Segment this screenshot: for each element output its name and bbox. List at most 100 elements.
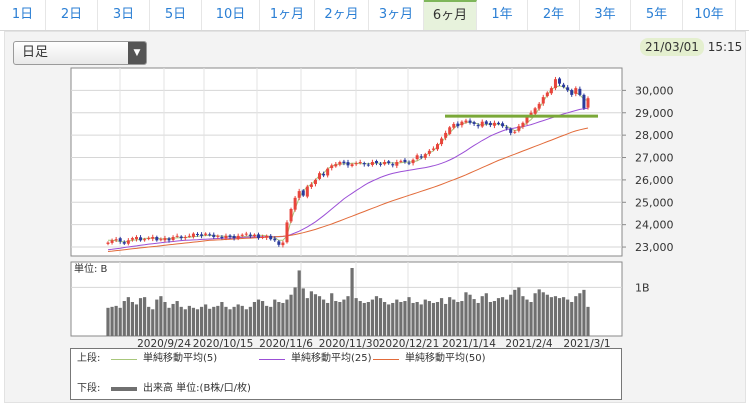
candle-body xyxy=(419,156,423,158)
tab-5[interactable]: 1ヶ月 xyxy=(260,0,315,30)
candle-body xyxy=(171,236,175,240)
candle-body xyxy=(318,173,322,179)
price-plot-area xyxy=(70,67,623,257)
candle-body xyxy=(277,241,281,245)
candle-body xyxy=(582,94,586,109)
volume-bar xyxy=(118,307,122,336)
candle-body xyxy=(440,138,444,145)
volume-bar xyxy=(134,304,139,336)
volume-bar xyxy=(260,301,265,336)
x-tick-label: 2020/11/30 xyxy=(319,338,380,350)
candle-body xyxy=(232,235,236,239)
volume-bar xyxy=(480,296,484,336)
candle-body xyxy=(566,87,570,91)
candle-body xyxy=(130,238,134,240)
candle-body xyxy=(476,124,480,127)
tab-2[interactable]: 3日 xyxy=(98,0,150,30)
candle-body xyxy=(350,164,354,167)
candle-body xyxy=(126,240,130,244)
tab-10[interactable]: 2年 xyxy=(528,0,580,30)
chevron-down-icon: ▼ xyxy=(128,42,146,64)
volume-bar xyxy=(346,296,350,336)
volume-bar xyxy=(313,294,318,336)
volume-bar xyxy=(403,301,407,336)
volume-bar xyxy=(452,299,456,336)
volume-bar xyxy=(553,296,558,336)
volume-unit-label: 単位: B xyxy=(74,262,108,275)
volume-bar xyxy=(525,299,529,336)
volume-bar xyxy=(570,302,574,336)
volume-bar xyxy=(191,307,196,336)
x-tick-label: 2021/2/4 xyxy=(505,338,552,350)
candle-body xyxy=(236,235,240,239)
volume-bar xyxy=(305,298,309,336)
volume-bar xyxy=(138,298,143,336)
volume-bar xyxy=(317,296,322,336)
volume-bar xyxy=(566,299,570,336)
volume-bar xyxy=(472,299,476,336)
volume-bar xyxy=(159,296,163,336)
volume-bar xyxy=(370,299,375,336)
price-tick-label: 30,000 xyxy=(635,84,674,97)
volume-bar xyxy=(411,302,415,336)
tab-4[interactable]: 10日 xyxy=(202,0,260,30)
candle-body xyxy=(244,233,248,235)
candle-body xyxy=(395,162,399,166)
volume-bar xyxy=(175,301,179,336)
volume-bar xyxy=(419,304,423,336)
x-tick-label: 2020/11/6 xyxy=(259,338,313,350)
candle-body xyxy=(505,127,509,129)
tab-13[interactable]: 10年 xyxy=(683,0,736,30)
volume-bar xyxy=(444,303,448,336)
candle-body xyxy=(224,235,228,239)
volume-bar xyxy=(163,302,167,336)
tab-6[interactable]: 2ヶ月 xyxy=(315,0,369,30)
candle-body xyxy=(362,163,366,165)
volume-bar xyxy=(126,297,130,336)
volume-bar xyxy=(374,296,379,336)
legend-item-ma50: 単純移動平均(50) xyxy=(373,352,486,366)
chart-legend: 上段: 単純移動平均(5) 単純移動平均(25) 単純移動平均(50) 下段: … xyxy=(70,348,622,400)
candle-body xyxy=(501,123,505,127)
volume-bar xyxy=(399,302,403,336)
tab-9[interactable]: 1年 xyxy=(477,0,528,30)
tab-0[interactable]: 1日 xyxy=(0,0,46,30)
candle-body xyxy=(553,79,557,89)
candle-body xyxy=(399,160,403,162)
candle-body xyxy=(468,120,472,123)
tab-3[interactable]: 5日 xyxy=(150,0,202,30)
candle-body xyxy=(269,235,273,240)
interval-select[interactable]: 日足 ▼ xyxy=(13,41,147,65)
volume-bar xyxy=(167,307,171,336)
tab-1[interactable]: 2日 xyxy=(46,0,98,30)
candle-body xyxy=(387,161,391,164)
tab-11[interactable]: 3年 xyxy=(580,0,631,30)
x-tick-label: 2021/1/14 xyxy=(442,338,496,350)
candle-body xyxy=(533,108,537,114)
candle-body xyxy=(411,159,415,164)
candle-body xyxy=(114,239,118,241)
candle-body xyxy=(448,127,452,134)
volume-bar xyxy=(342,299,346,336)
legend-label-volume: 出来高 単位:(B株/口/枚) xyxy=(143,383,251,394)
candle-body xyxy=(537,103,541,109)
candle-body xyxy=(492,122,496,126)
candle-body xyxy=(558,78,562,84)
tab-8[interactable]: 6ヶ月 xyxy=(424,0,477,30)
volume-bar xyxy=(301,288,305,336)
tab-12[interactable]: 5年 xyxy=(631,0,683,30)
legend-label-ma50: 単純移動平均(50) xyxy=(405,353,486,364)
volume-bar xyxy=(529,302,533,336)
legend-item-ma25: 単純移動平均(25) xyxy=(259,352,372,366)
tab-7[interactable]: 3ヶ月 xyxy=(369,0,424,30)
legend-swatch-ma50 xyxy=(373,358,399,360)
volume-bar xyxy=(492,301,497,336)
candle-body xyxy=(525,117,529,123)
x-tick-label: 2020/10/15 xyxy=(193,338,254,350)
volume-bar xyxy=(545,294,549,336)
volume-bar xyxy=(273,299,277,336)
x-tick-label: 2021/3/1 xyxy=(563,338,610,350)
volume-bar xyxy=(330,293,334,336)
volume-bar xyxy=(521,296,525,336)
